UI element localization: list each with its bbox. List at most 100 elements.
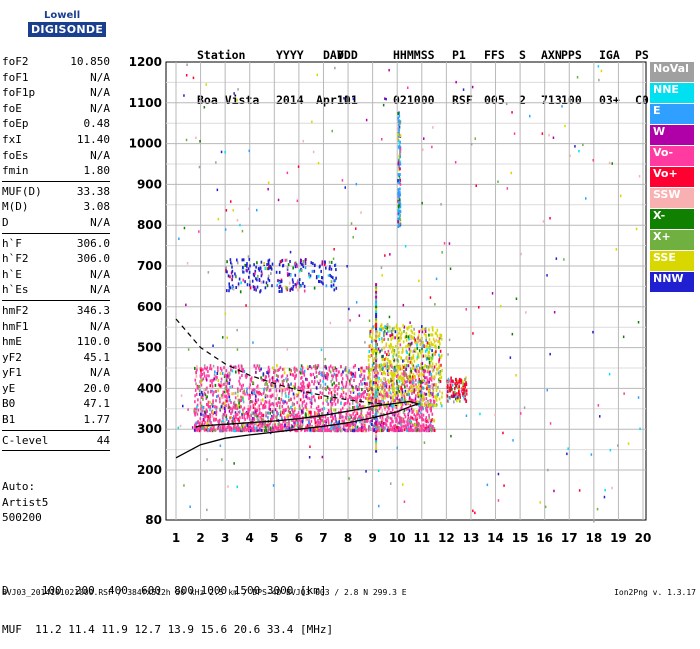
echo-dot [332,388,335,392]
echo-dot [348,395,351,399]
noise-dot [182,404,184,408]
echo-dot [292,284,295,288]
echo-dot [234,413,237,417]
y-tick-label: 500 [137,341,162,355]
noise-dot [239,223,241,227]
echo-dot [272,410,275,414]
echo-dot [453,394,455,398]
echo-dot [404,336,407,339]
echo-dot [440,354,443,358]
echo-dot [366,387,368,391]
noise-dot [252,341,254,344]
echo-dot [449,388,452,392]
echo-dot [395,428,397,432]
echo-dot [267,262,270,266]
echo-dot [313,286,316,290]
echo-dot [256,278,258,282]
echo-dot [384,422,386,426]
echo-dot [259,417,261,421]
x-tick-labels: 1 2 3 4 5 6 7 8 9 10 11 12 13 14 15 16 17 18 19 20 [172,531,652,545]
echo-dot [435,393,438,397]
echo-dot [242,270,244,274]
echo-dot [241,387,243,391]
echo-dot [301,420,304,424]
echo-dot [390,428,392,432]
echo-dot [333,399,336,403]
x-tick-label: 16 [536,531,553,545]
echo-dot [215,375,217,379]
echo-dot [432,343,434,347]
param-label: foF2 [2,55,29,68]
auto-scaling-info: Auto: Artist5 500200 [2,479,48,526]
echo-dot [380,323,383,327]
echo-dot [317,421,320,425]
echo-dot [333,429,336,433]
echo-dot [235,275,237,279]
noise-dot [596,507,599,511]
echo-dot [405,364,408,367]
echo-dot [412,336,415,340]
echo-dot [334,366,337,370]
echo-dot [371,336,373,340]
echo-dot [260,274,263,278]
echo-dot [398,213,401,217]
echo-dot [407,407,410,411]
echo-dot [271,402,274,406]
echo-dot [358,387,360,391]
echo-dot [205,397,208,400]
echo-dot [414,338,417,342]
echo-dot [249,394,251,397]
echo-dot [298,281,300,285]
echo-dot [237,390,239,394]
echo-dot [428,426,431,430]
echo-dot [362,369,365,373]
echo-dot [379,349,381,353]
echo-dot [283,388,285,392]
echo-dot [283,371,286,375]
echo-dot [283,401,285,405]
column-dot [375,371,378,375]
echo-dot [280,375,283,379]
echo-dot [270,395,272,399]
echo-dot [409,360,412,364]
noise-dot [224,228,227,231]
echo-dot [440,337,443,341]
echo-dot [404,399,407,402]
noise-dot [421,201,423,205]
echo-dot [224,387,227,390]
echo-dot [374,416,376,420]
echo-dot [398,125,401,129]
echo-dot [415,415,418,419]
param-label: D [2,215,9,229]
echo-dot [198,427,200,431]
echo-dot [289,260,291,263]
echo-dot [403,393,405,397]
echo-dot [292,287,294,291]
echo-dot [390,400,393,404]
echo-dot [268,399,271,403]
echo-dot [340,408,342,412]
echo-dot [243,270,245,274]
echo-dot [260,402,262,406]
echo-dot [361,421,363,424]
echo-dot [333,372,336,376]
echo-dot [213,428,215,431]
echo-dot [275,397,277,401]
echo-dot [286,271,289,275]
echo-dot [355,385,357,388]
echo-dot [306,428,309,432]
echo-dot [408,356,411,360]
echo-dot [220,420,223,424]
echo-dot [411,384,414,388]
param-value: 0.48 [83,117,111,131]
echo-dot [332,283,335,287]
param-value: N/A [90,215,110,229]
echo-dot [283,379,285,382]
echo-dot [401,347,404,351]
echo-dot [246,264,248,268]
echo-dot [454,393,456,397]
param-label: fxI [2,132,22,146]
echo-dot [337,426,339,430]
echo-dot [387,416,390,420]
noise-dot [348,477,350,480]
